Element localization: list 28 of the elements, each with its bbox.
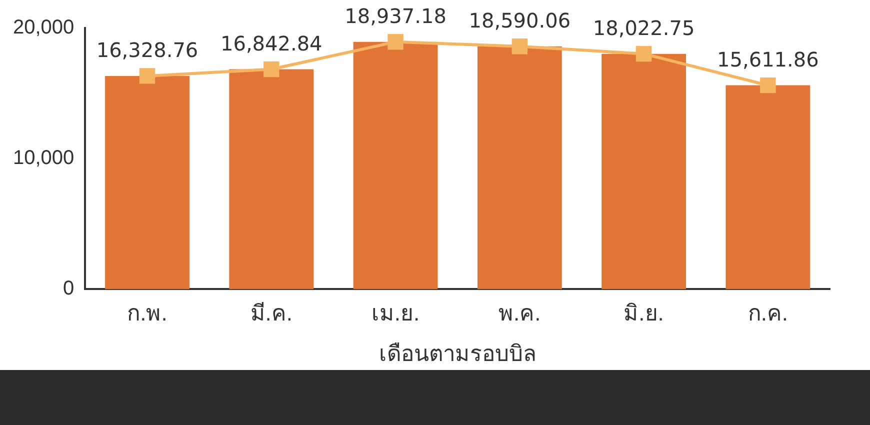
bar <box>105 76 190 290</box>
data-label: 18,590.06 <box>468 8 571 33</box>
x-axis-title: เดือนตามรอบบิล <box>379 340 536 366</box>
bar <box>726 85 810 290</box>
data-label: 16,328.76 <box>96 38 198 62</box>
point <box>760 77 776 94</box>
x-tick-label: พ.ค. <box>498 300 541 326</box>
x-tick-label: มิ.ย. <box>624 300 664 326</box>
x-tick-label: มี.ค. <box>250 300 292 326</box>
bar <box>477 46 562 290</box>
point <box>388 34 404 50</box>
bar <box>602 54 686 290</box>
data-label: 18,937.18 <box>344 4 446 28</box>
point <box>139 68 156 84</box>
bar <box>353 42 438 290</box>
y-tick-label: 20,000 <box>13 16 74 39</box>
x-tick-label: ก.ค. <box>748 300 788 326</box>
data-label: 18,022.75 <box>592 16 695 40</box>
y-tick-label: 10,000 <box>13 147 74 170</box>
data-label: 15,611.86 <box>717 48 819 72</box>
y-tick-label: 0 <box>63 278 74 300</box>
data-label: 16,842.84 <box>220 31 322 56</box>
point <box>512 38 528 54</box>
point <box>636 46 652 62</box>
point <box>264 61 280 78</box>
x-tick-label: ก.พ. <box>127 300 168 326</box>
bar <box>229 69 314 290</box>
x-tick-label: เม.ย. <box>371 300 420 326</box>
